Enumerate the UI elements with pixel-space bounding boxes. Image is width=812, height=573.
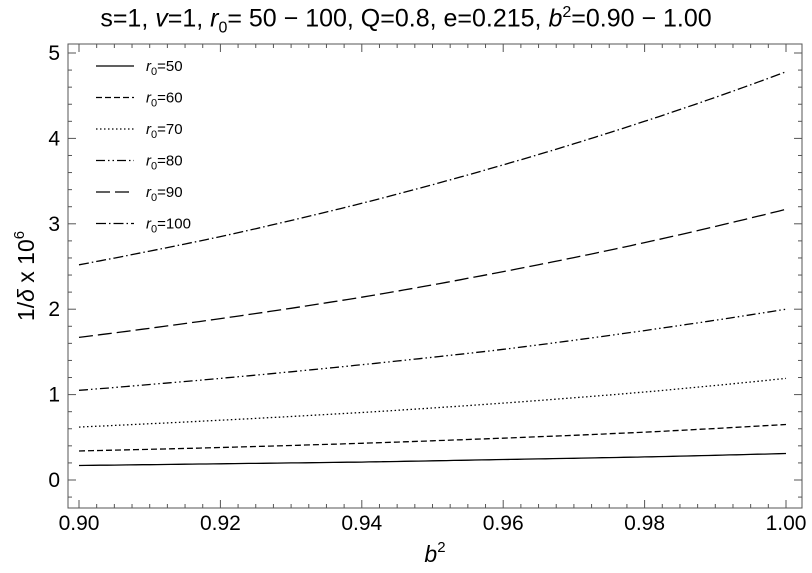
x-tick-label: 0.96 [483,512,524,535]
x-tick-label: 0.98 [624,512,665,535]
legend-label: r0=90 [146,184,183,204]
series-line-r050 [78,452,787,467]
plot-border [67,43,803,509]
series-line-r060 [78,423,787,452]
legend: r0=50 r0=60 r0=70 r0=80 r0=90 r0=100 [96,58,191,236]
y-tick-label: 1 [48,384,60,407]
legend-label: r0=100 [146,216,191,236]
axis-labels: b2 1/δ x 106 [11,231,446,567]
chart-title: s=1, v=1, r0= 50 − 100, Q=0.8, e=0.215, … [100,4,712,37]
legend-label: r0=60 [146,90,183,110]
x-tick-label: 0.90 [59,512,100,535]
legend-label: r0=80 [146,153,183,173]
series-line-r070 [78,377,787,428]
series-line-r080 [78,308,787,391]
x-tick-label: 0.94 [341,512,382,535]
series-line-r0100 [78,71,787,266]
plot-frame [67,43,803,509]
x-axis-label: b2 [424,539,445,567]
x-tick-label: 1.00 [766,512,807,535]
legend-label: r0=70 [146,121,183,141]
y-tick-label: 2 [48,298,60,321]
series-lines [78,71,787,467]
y-tick-label: 0 [48,469,60,492]
y-axis-label: 1/δ x 106 [11,231,39,321]
x-tick-label: 0.92 [200,512,241,535]
y-tick-label: 4 [48,127,60,150]
y-tick-label: 5 [48,42,60,65]
legend-label: r0=50 [146,58,183,78]
series-line-r090 [78,208,787,339]
y-tick-label: 3 [48,213,60,236]
axis-ticks: 0.90 0.92 0.94 0.96 0.98 1.00 0 1 2 3 4 5 [48,42,806,535]
